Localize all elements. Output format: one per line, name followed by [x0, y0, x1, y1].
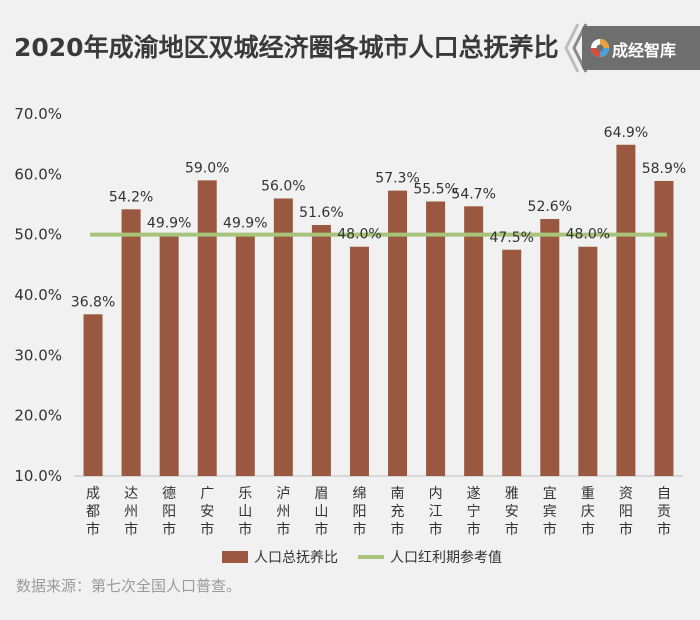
bar	[426, 201, 446, 476]
x-tick-label: 乐山市	[238, 486, 252, 538]
bar	[616, 144, 636, 476]
data-label: 48.0%	[566, 227, 610, 243]
bar	[235, 235, 255, 476]
brand-name: 成经智库	[612, 41, 677, 60]
brand-box: 成经智库	[582, 26, 700, 70]
bar	[121, 209, 141, 476]
x-tick-label: 达州市	[124, 486, 138, 538]
bar	[540, 218, 560, 477]
data-label: 64.9%	[604, 125, 648, 141]
bar-chart: 10.0% 20.0% 30.0% 40.0% 50.0% 60.0% 70.0% 36.8%…	[14, 105, 686, 566]
legend-label-bars: 人口总抚养比	[254, 550, 338, 566]
data-label: 47.5%	[489, 230, 533, 246]
x-tick-label: 重庆市	[581, 486, 595, 538]
x-tick-label: 德阳市	[162, 486, 176, 538]
title-bar: 2020年成渝地区双城经济圈各城市人口总抚养比 成经智库	[0, 0, 700, 98]
x-tick-label: 自贡市	[657, 486, 671, 538]
data-label: 55.5%	[413, 181, 457, 197]
x-tick-label: 眉山市	[314, 486, 328, 538]
data-label: 36.8%	[71, 294, 115, 310]
data-label: 56.0%	[261, 178, 305, 194]
x-tick-label: 南充市	[391, 486, 405, 538]
bar	[273, 198, 293, 476]
x-tick-label: 雅安市	[505, 486, 519, 538]
data-label: 51.6%	[299, 205, 343, 221]
data-label: 58.9%	[642, 161, 686, 177]
x-tick-label: 广安市	[200, 486, 214, 538]
data-label: 49.9%	[147, 215, 191, 231]
x-tick-label: 泸州市	[276, 486, 290, 538]
y-tick-label: 40.0%	[14, 286, 62, 304]
y-tick-label: 50.0%	[14, 226, 62, 244]
legend-swatch-bars	[222, 551, 248, 563]
bar	[197, 180, 217, 476]
data-label: 49.9%	[223, 215, 267, 231]
y-tick-label: 20.0%	[14, 407, 62, 425]
bar	[349, 246, 369, 476]
bar	[159, 235, 179, 476]
x-tick-label: 遂宁市	[467, 486, 481, 538]
y-tick-label: 10.0%	[14, 467, 62, 485]
y-tick-label: 70.0%	[14, 105, 62, 123]
data-label: 59.0%	[185, 160, 229, 176]
bar	[502, 249, 522, 476]
bar	[388, 190, 408, 476]
x-tick-label: 绵阳市	[352, 485, 366, 538]
chart-title: 2020年成渝地区双城经济圈各城市人口总抚养比	[14, 33, 559, 62]
y-tick-label: 60.0%	[14, 165, 62, 183]
data-label: 57.3%	[375, 171, 419, 187]
data-label: 54.7%	[451, 186, 495, 202]
bar	[578, 246, 598, 476]
x-tick-label: 成都市	[86, 486, 100, 538]
bar	[83, 314, 103, 476]
bar	[311, 225, 331, 476]
brand-badge: 成经智库	[560, 22, 700, 74]
bar	[464, 206, 484, 476]
data-label: 52.6%	[528, 199, 572, 215]
x-tick-label: 内江市	[429, 486, 443, 538]
legend-label-line: 人口红利期参考值	[390, 549, 502, 566]
x-tick-label: 资阳市	[619, 486, 633, 538]
data-label: 54.2%	[109, 189, 153, 205]
bar	[654, 180, 674, 476]
x-tick-label: 宜宾市	[543, 486, 557, 538]
data-label: 48.0%	[337, 227, 381, 243]
y-tick-label: 30.0%	[14, 346, 62, 364]
source-note: 数据来源：第七次全国人口普查。	[16, 577, 242, 595]
swirl-logo-icon	[591, 39, 609, 57]
